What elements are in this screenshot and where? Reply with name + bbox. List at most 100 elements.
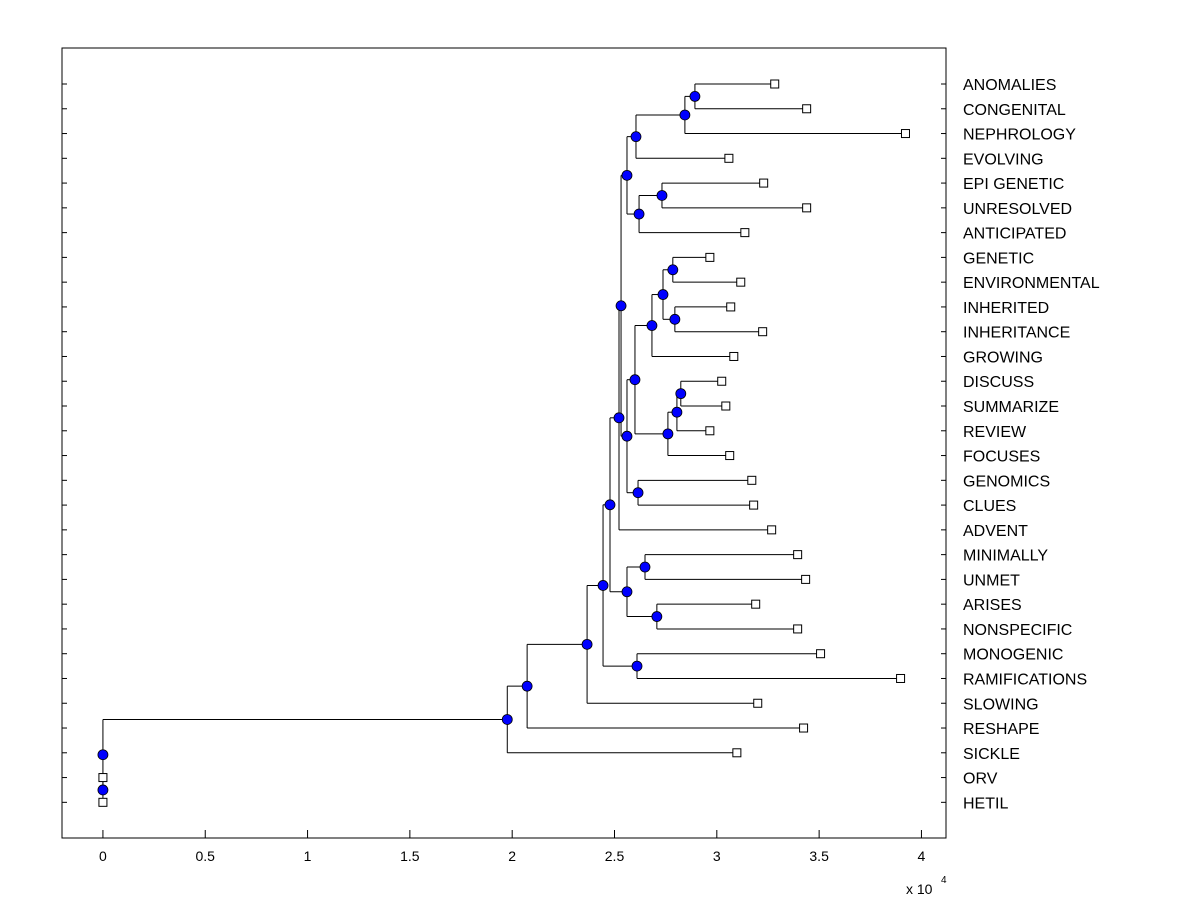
leaf-node-marker [747,475,757,485]
leaf-label: DISCUSS [963,374,1034,391]
internal-node-marker [629,374,641,386]
internal-node-marker [679,109,691,121]
leaf-node-marker [717,376,727,386]
leaf-node-marker [732,748,742,758]
leaf-node-marker [793,550,803,560]
leaf-label: INHERITANCE [963,325,1070,342]
x-tick-label: 0 [99,848,107,864]
leaf-node-marker [900,129,910,139]
internal-node-marker [97,784,109,796]
leaf-label: GROWING [963,349,1043,366]
leaf-node-marker [749,500,759,510]
x-tick-label: 0.5 [196,848,216,864]
internal-node-marker [597,580,609,591]
x-multiplier-label: x 10 [906,881,933,897]
internal-node-marker [651,611,663,622]
internal-node-marker [581,638,593,650]
leaf-label: NONSPECIFIC [963,622,1072,639]
leaf-label: ANOMALIES [963,77,1056,94]
leaf-node-marker [729,351,739,361]
leaf-node-marker [724,153,734,163]
leaf-node-marker [801,574,811,584]
leaf-label: REVIEW [963,424,1027,441]
leaf-node-marker [740,228,750,238]
internal-node-marker [621,586,633,598]
leaf-node-marker [793,624,803,634]
leaf-label: FOCUSES [963,449,1040,466]
leaf-node-marker [725,451,735,461]
leaf-label: NEPHROLOGY [963,127,1076,144]
internal-node-marker [646,320,658,331]
leaf-label: UNRESOLVED [963,201,1072,218]
leaf-node-marker [816,649,826,659]
leaf-node-marker [721,401,731,411]
leaf-node-marker [736,277,746,287]
internal-node-marker [657,289,669,300]
leaf-node-marker [751,599,761,609]
leaf-node-marker [759,178,769,188]
internal-node-marker [621,169,633,181]
leaf-label: SICKLE [963,746,1020,763]
leaf-node-marker [726,302,736,312]
leaf-label: ORV [963,771,998,788]
leaf-node-marker [767,525,777,535]
leaf-node-marker [758,327,768,337]
plot-area [61,47,947,839]
internal-node-marker [613,412,625,424]
leaf-label: SLOWING [963,696,1039,713]
leaf-node-marker [753,698,763,708]
internal-node-marker [633,208,645,220]
internal-node-marker [615,300,627,312]
leaf-label: ENVIRONMENTAL [963,275,1100,292]
leaf-label: ANTICIPATED [963,226,1066,243]
x-tick-label: 2 [508,848,516,864]
x-tick-label: 3 [713,848,721,864]
leaf-label: MONOGENIC [963,647,1063,664]
leaf-node-marker [705,426,715,436]
leaf-node-marker [98,773,108,783]
leaf-node-marker [802,203,812,213]
x-tick-label: 1.5 [400,848,420,864]
internal-node-marker [630,131,642,143]
leaf-label: RAMIFICATIONS [963,671,1087,688]
leaf-node-marker [98,797,108,807]
leaf-node-marker [705,252,715,262]
internal-node-marker [631,660,643,672]
internal-node-marker [521,680,533,692]
leaf-label: CLUES [963,498,1016,515]
internal-node-marker [667,264,679,276]
leaf-label: SUMMARIZE [963,399,1059,416]
leaf-label: GENETIC [963,250,1034,267]
internal-node-marker [669,313,681,325]
x-tick-label: 1 [304,848,312,864]
internal-node-marker [656,190,668,201]
leaf-label: RESHAPE [963,721,1039,738]
leaf-label: ARISES [963,597,1022,614]
internal-node-marker [632,487,644,499]
leaf-label: CONGENITAL [963,102,1066,119]
internal-node-marker [689,90,701,102]
leaf-label: EPI GENETIC [963,176,1064,193]
leaf-label: HETIL [963,795,1008,812]
x-tick-label: 4 [918,848,926,864]
leaf-node-marker [896,673,906,683]
internal-node-marker [671,406,683,418]
leaf-label: MINIMALLY [963,548,1048,565]
leaf-label: INHERITED [963,300,1049,317]
x-tick-label: 3.5 [809,848,829,864]
internal-node-marker [639,561,651,573]
x-multiplier-exponent: 4 [941,875,947,886]
leaf-node-marker [770,79,780,89]
x-tick-label: 2.5 [605,848,625,864]
internal-node-marker [675,388,687,400]
internal-node-marker [621,430,633,442]
leaf-label: UNMET [963,572,1020,589]
leaf-label: GENOMICS [963,473,1050,490]
internal-node-marker [662,428,674,440]
leaf-label: ADVENT [963,523,1028,540]
leaf-node-marker [799,723,809,733]
internal-node-marker [97,749,109,761]
leaf-label: EVOLVING [963,151,1044,168]
leaf-node-marker [802,104,812,114]
